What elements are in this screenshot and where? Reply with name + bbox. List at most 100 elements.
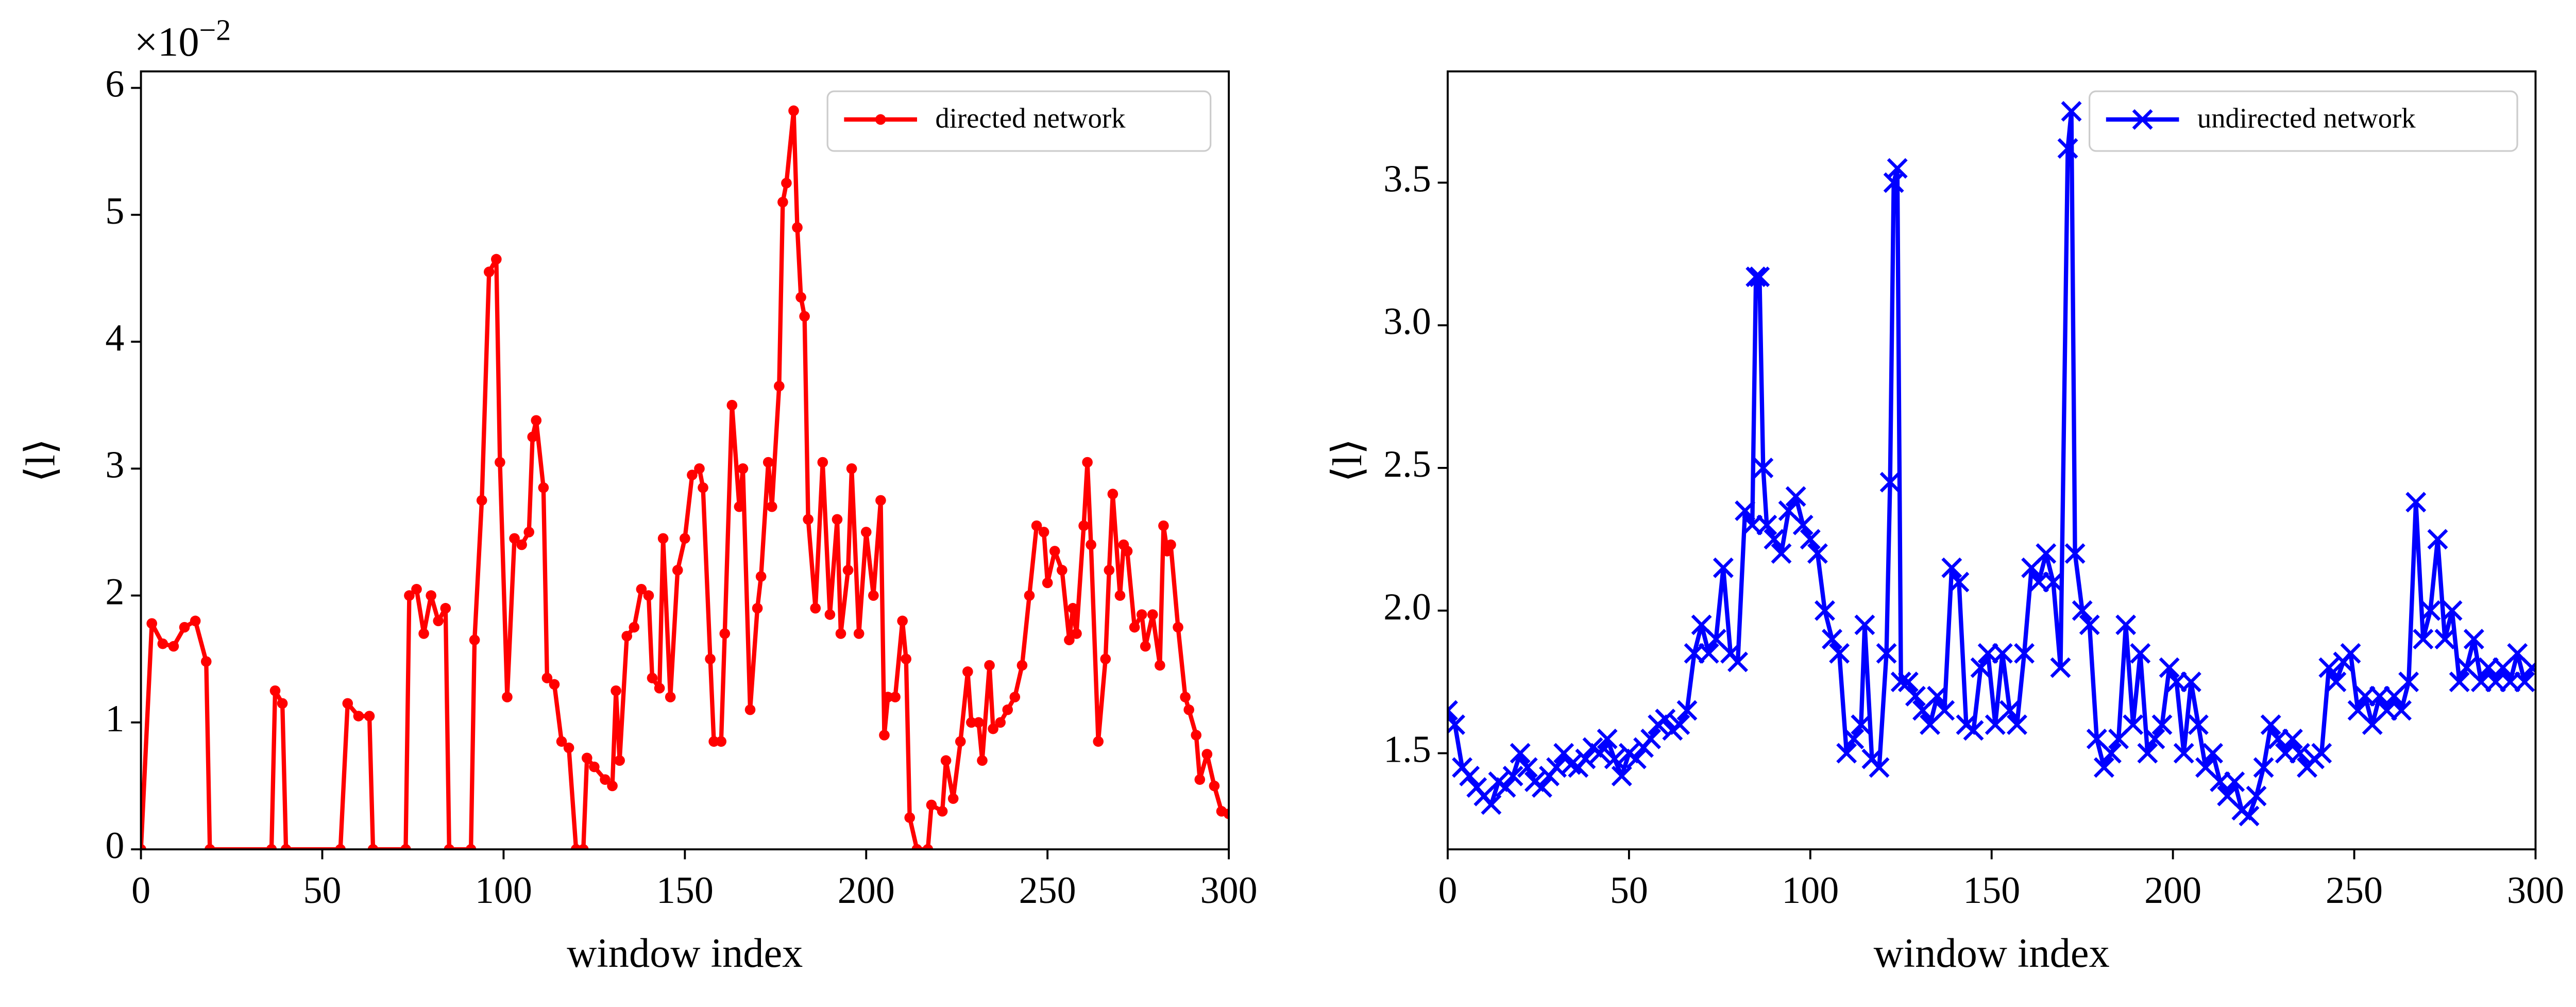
marker (2514, 672, 2535, 693)
marker (1086, 539, 1096, 550)
marker (817, 457, 828, 468)
marker (832, 514, 843, 525)
y-tick-label: 5 (105, 190, 124, 232)
marker (444, 844, 455, 850)
marker (1016, 660, 1028, 671)
marker (1897, 672, 1919, 693)
legend-marker (2132, 109, 2153, 130)
marker (1002, 704, 1013, 715)
plot-frame (140, 70, 1230, 851)
marker (774, 380, 785, 392)
marker (698, 482, 708, 493)
marker (2260, 714, 2281, 735)
marker (611, 685, 621, 696)
marker (904, 812, 916, 823)
marker (1992, 643, 2013, 664)
marker (1713, 557, 1734, 578)
marker (1009, 692, 1021, 702)
marker (2007, 714, 2027, 735)
marker (657, 533, 669, 544)
marker (643, 590, 654, 601)
marker (353, 711, 364, 721)
marker (1963, 720, 1984, 741)
marker (277, 698, 288, 709)
marker (1829, 643, 1850, 664)
marker (1879, 472, 1901, 493)
marker (1851, 714, 1872, 735)
marker (1655, 709, 1676, 730)
x-tick-label: 250 (2326, 869, 2383, 912)
marker (1807, 543, 1828, 564)
marker (2036, 543, 2057, 564)
marker (614, 755, 625, 766)
marker (411, 583, 422, 595)
marker (523, 527, 534, 538)
marker (1201, 749, 1213, 760)
marker (1792, 514, 1814, 535)
y-tick-label: 3.0 (1383, 300, 1431, 343)
marker (578, 844, 589, 850)
marker (719, 628, 731, 639)
x-tick-label: 200 (2144, 869, 2201, 912)
marker (1604, 748, 1625, 769)
marker (966, 717, 977, 728)
marker (2463, 629, 2484, 650)
x-tick-label: 100 (475, 869, 532, 912)
x-axis-label: window index (567, 930, 803, 976)
marker (1869, 757, 1890, 778)
plot-frame (1447, 70, 2537, 851)
marker (400, 844, 411, 850)
marker (947, 793, 959, 804)
marker (708, 736, 719, 747)
marker (2369, 685, 2390, 707)
marker (737, 463, 749, 474)
marker (1800, 529, 1821, 550)
marker (995, 717, 1006, 728)
marker (1155, 660, 1165, 671)
marker (621, 631, 633, 642)
marker (1209, 780, 1220, 792)
marker (647, 673, 658, 683)
marker (2420, 600, 2441, 621)
marker (2449, 672, 2470, 693)
offset-base: ×10 (134, 20, 199, 65)
marker (2413, 629, 2434, 650)
x-tick-label: 0 (1438, 869, 1457, 912)
marker (1071, 628, 1082, 639)
marker (680, 533, 690, 544)
marker (549, 679, 560, 690)
marker (911, 844, 923, 850)
marker (2326, 672, 2347, 693)
marker (1876, 643, 1897, 664)
marker (636, 583, 647, 595)
marker (157, 638, 168, 649)
marker (491, 254, 502, 265)
marker (1756, 514, 1777, 535)
marker (2478, 657, 2499, 678)
marker (937, 805, 948, 817)
marker (556, 736, 567, 747)
marker (465, 844, 477, 850)
marker (1064, 634, 1075, 646)
marker (516, 539, 527, 550)
marker (2072, 600, 2093, 621)
marker (846, 463, 857, 474)
marker (1611, 765, 1632, 786)
marker (1031, 520, 1042, 531)
marker (2057, 138, 2078, 159)
x-tick-label: 150 (1963, 869, 2020, 912)
marker (672, 565, 683, 576)
marker (687, 469, 698, 480)
marker (2202, 743, 2224, 764)
marker (824, 609, 836, 620)
marker (977, 755, 988, 766)
marker (2318, 657, 2340, 678)
marker (146, 618, 158, 629)
marker (694, 463, 705, 474)
legend-marker (875, 114, 886, 125)
plot-area (141, 105, 1229, 850)
marker (788, 105, 799, 116)
marker (1459, 765, 1480, 786)
y-axis-label: ⟨l⟩ (18, 439, 63, 482)
marker (2290, 743, 2310, 764)
